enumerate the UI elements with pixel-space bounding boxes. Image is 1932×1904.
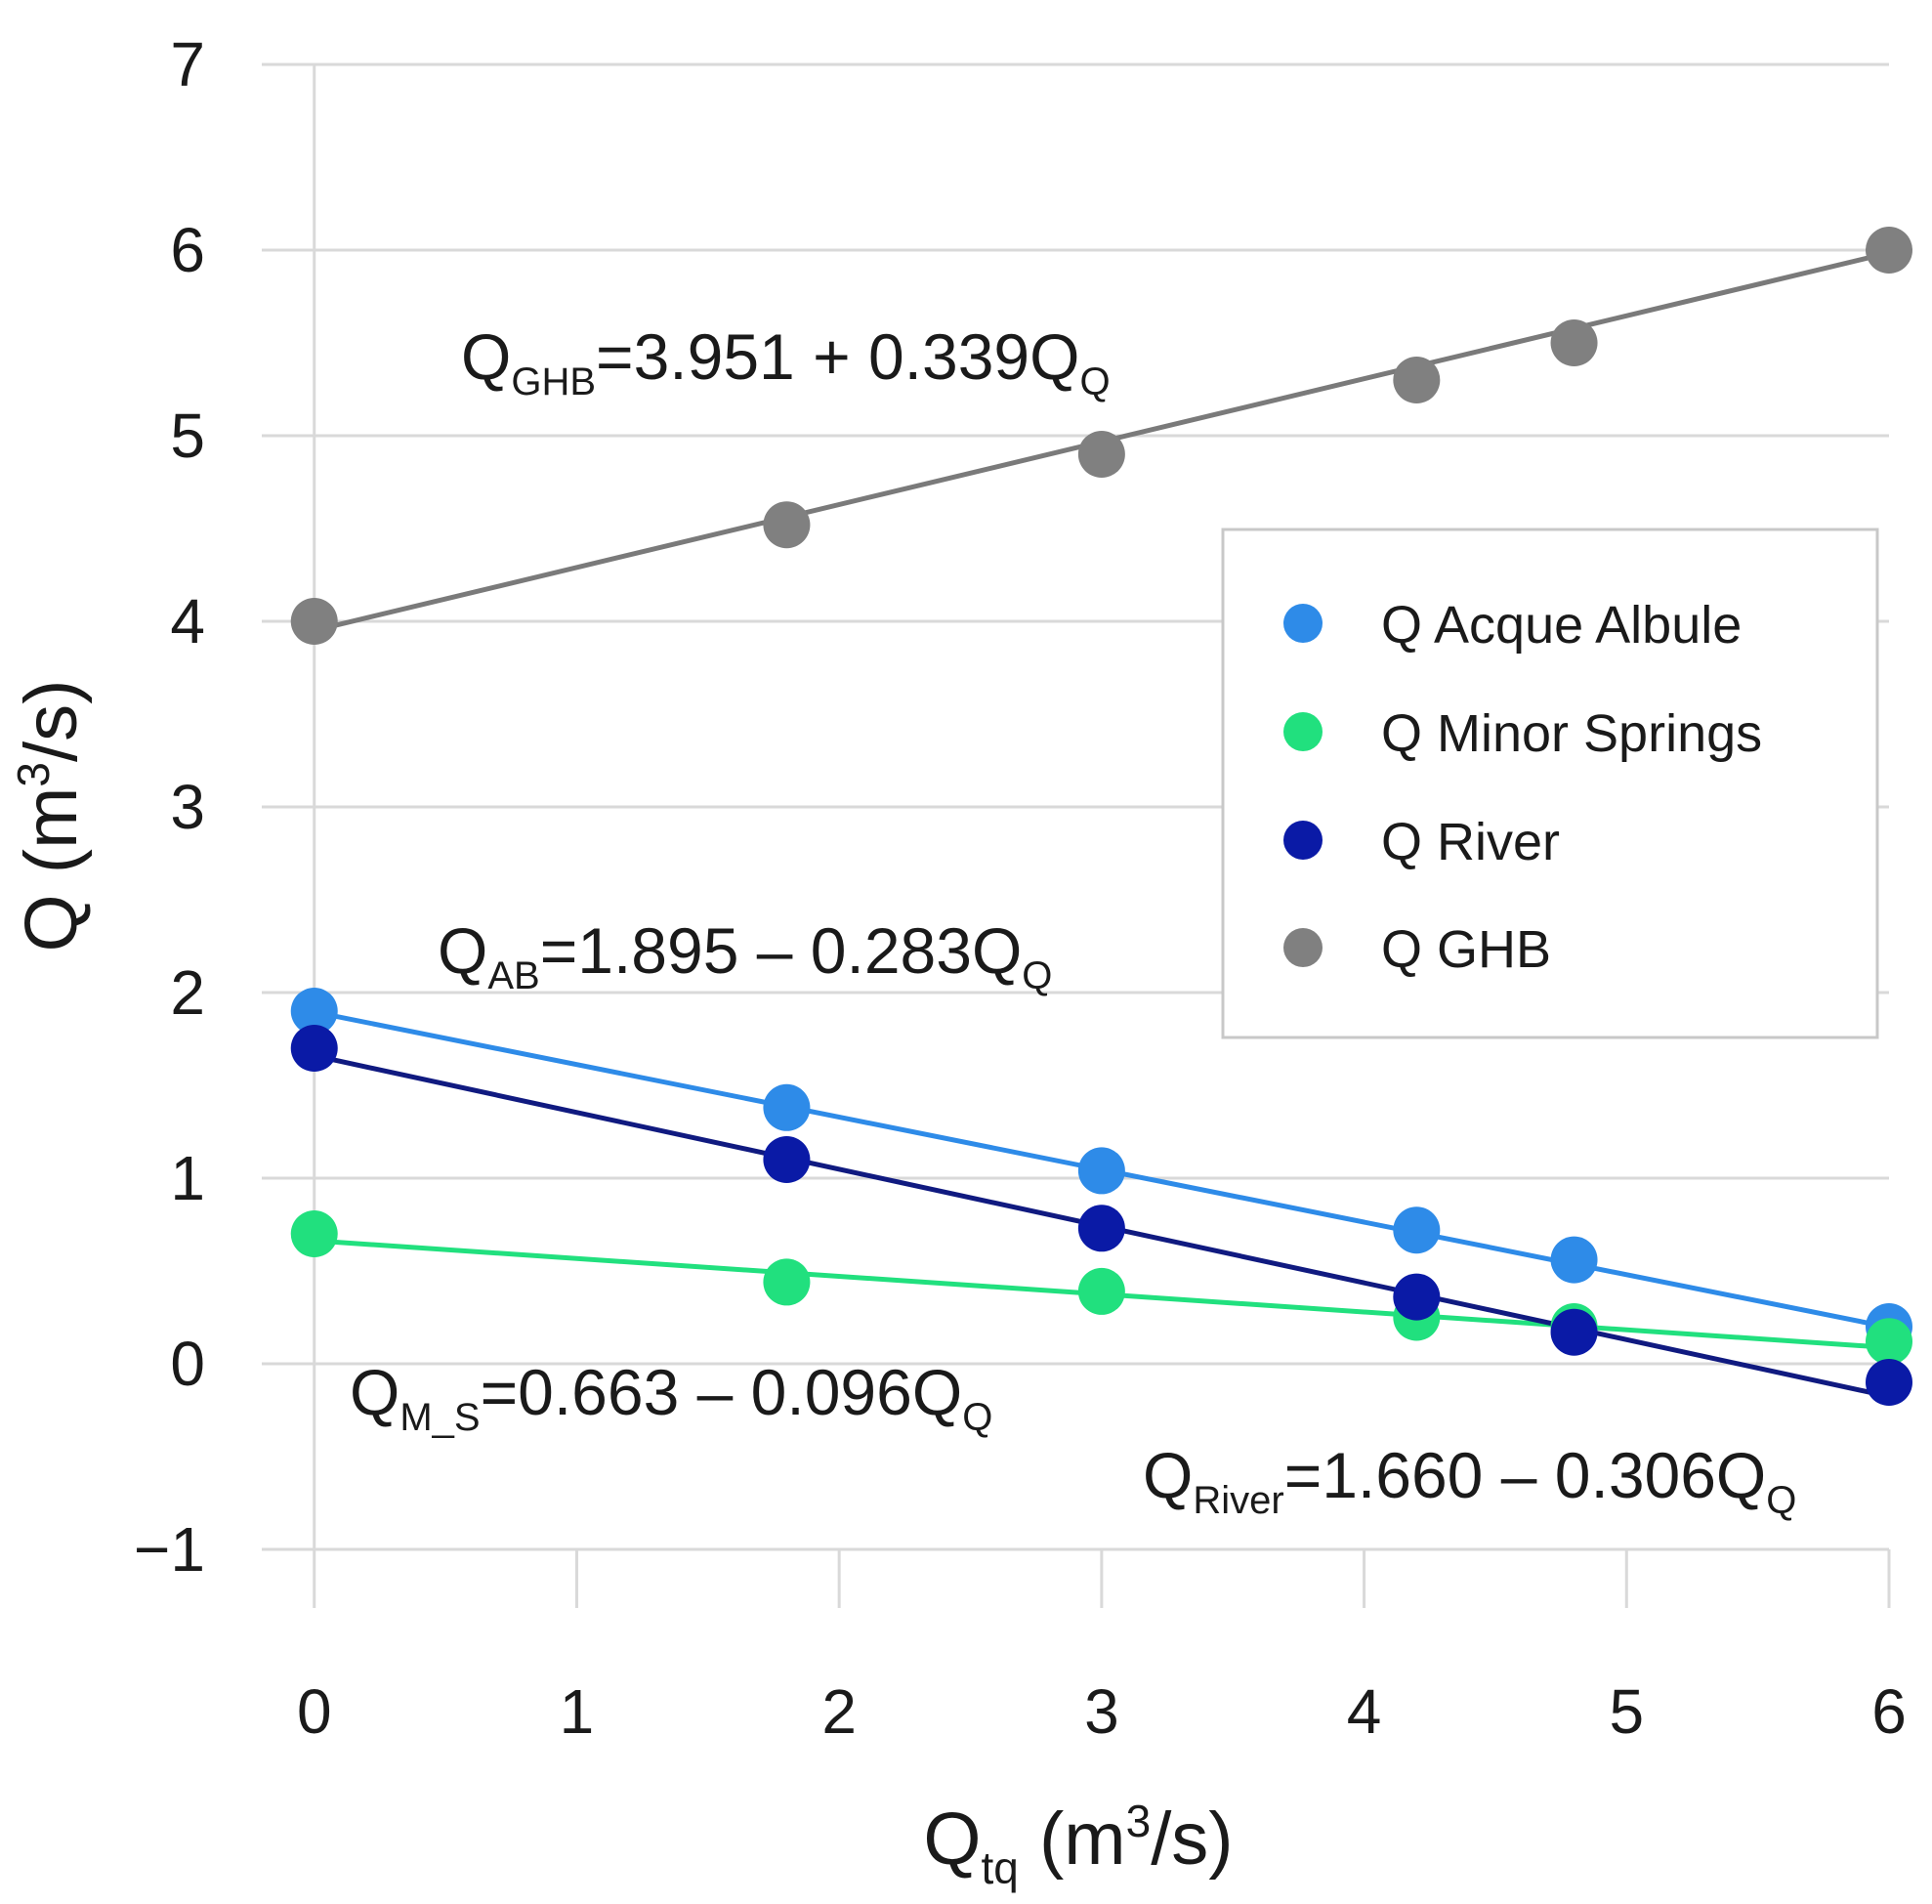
y-tick-label: 6	[170, 215, 205, 285]
point-q-acque-albule	[290, 988, 338, 1035]
legend-label-ghb: Q GHB	[1381, 920, 1551, 979]
y-axis-title-unit: /s)	[10, 680, 93, 762]
x-tick-label: 0	[297, 1676, 332, 1747]
eq-ab-body: =1.895 – 0.283Q	[540, 914, 1023, 987]
legend-box	[1221, 528, 1879, 1039]
data-points	[290, 227, 1912, 1406]
point-q-ghb	[1866, 227, 1912, 274]
x-tick-label: 4	[1347, 1676, 1382, 1747]
x-axis-title-main: Q	[923, 1798, 981, 1881]
point-q-minor-springs	[1077, 1267, 1125, 1315]
y-tick-label: 0	[170, 1329, 205, 1399]
legend-marker-ghb	[1283, 928, 1323, 967]
x-tick-label: 1	[560, 1676, 595, 1747]
y-tick-label: 4	[170, 586, 205, 656]
point-q-river	[1077, 1205, 1125, 1252]
point-q-ghb	[1393, 357, 1441, 403]
legend-item-river: Q River	[1283, 813, 1560, 871]
x-axis-title-sub: tq	[981, 1842, 1018, 1893]
point-q-river	[763, 1136, 811, 1183]
y-tick-label: 1	[170, 1143, 205, 1213]
legend-item-acque-albule: Q Acque Albule	[1283, 596, 1742, 655]
point-q-minor-springs	[763, 1258, 811, 1306]
y-axis-title-sup: 3	[8, 762, 59, 787]
eq-ms-tail-sub: Q	[962, 1396, 992, 1439]
eq-river-main: Q	[1143, 1439, 1193, 1511]
point-q-acque-albule	[1393, 1206, 1441, 1254]
legend-marker-river	[1283, 821, 1323, 860]
x-axis-title-unit-close: /s)	[1151, 1798, 1233, 1881]
eq-river-tail-sub: Q	[1766, 1479, 1796, 1522]
equation-ghb: QGHB=3.951 + 0.339QQ	[461, 320, 1111, 403]
x-axis-title: Qtq (m3/s)	[923, 1796, 1233, 1893]
point-q-river	[290, 1025, 338, 1072]
y-tick-label: 3	[170, 772, 205, 842]
eq-ms-main: Q	[350, 1356, 399, 1428]
gridlines	[262, 63, 1891, 1608]
eq-ab-main: Q	[438, 914, 487, 987]
x-tick-label: 6	[1871, 1676, 1907, 1747]
point-q-acque-albule	[1550, 1236, 1598, 1284]
point-q-acque-albule	[763, 1083, 811, 1131]
y-tick-label: 2	[170, 957, 205, 1028]
legend: Q Acque Albule Q Minor Springs Q River Q…	[1221, 528, 1879, 1039]
x-axis-title-unit-open: (m	[1019, 1798, 1126, 1881]
y-tick-label: 5	[170, 401, 205, 471]
legend-label-minor-springs: Q Minor Springs	[1381, 704, 1762, 763]
x-tick-label: 2	[821, 1676, 857, 1747]
y-axis-title-main: Q (m	[10, 787, 93, 952]
eq-ghb-main: Q	[461, 320, 511, 393]
y-axis-title: Q (m3/s)	[8, 680, 93, 952]
x-tick-label: 5	[1609, 1676, 1644, 1747]
eq-ms-sub: M_S	[399, 1396, 480, 1439]
legend-marker-minor-springs	[1283, 712, 1323, 751]
point-q-river	[1866, 1359, 1912, 1406]
eq-river-sub: River	[1193, 1479, 1283, 1522]
legend-item-ghb: Q GHB	[1283, 920, 1551, 979]
eq-ghb-tail-sub: Q	[1079, 360, 1110, 403]
eq-ghb-sub: GHB	[511, 360, 596, 403]
legend-item-minor-springs: Q Minor Springs	[1283, 704, 1762, 763]
point-q-ghb	[1550, 319, 1598, 366]
eq-river-body: =1.660 – 0.306Q	[1284, 1439, 1767, 1511]
point-q-river	[1393, 1273, 1441, 1321]
x-axis-title-sup: 3	[1126, 1796, 1152, 1846]
equation-ab: QAB=1.895 – 0.283QQ	[438, 914, 1052, 997]
legend-marker-acque-albule	[1283, 604, 1323, 643]
point-q-ghb	[290, 598, 338, 645]
eq-ab-sub: AB	[487, 954, 539, 997]
y-tick-label: −1	[134, 1514, 205, 1585]
eq-ab-tail-sub: Q	[1022, 954, 1052, 997]
point-q-ghb	[1077, 431, 1125, 478]
x-tick-label: 3	[1084, 1676, 1119, 1747]
equation-minor-springs: QM_S=0.663 – 0.096QQ	[350, 1356, 992, 1439]
legend-label-acque-albule: Q Acque Albule	[1381, 596, 1742, 655]
eq-ms-body: =0.663 – 0.096Q	[481, 1356, 963, 1428]
point-q-minor-springs	[1866, 1318, 1912, 1366]
equation-river: QRiver=1.660 – 0.306QQ	[1143, 1439, 1796, 1522]
legend-label-river: Q River	[1381, 813, 1560, 871]
tick-labels: −1 0 1 2 3 4 5 6 7 0 1 2 3 4 5 6	[134, 29, 1907, 1747]
point-q-minor-springs	[290, 1210, 338, 1257]
point-q-river	[1550, 1308, 1598, 1356]
eq-ghb-body: =3.951 + 0.339Q	[596, 320, 1079, 393]
y-tick-label: 7	[170, 29, 205, 100]
point-q-acque-albule	[1077, 1147, 1125, 1195]
point-q-ghb	[763, 501, 811, 549]
